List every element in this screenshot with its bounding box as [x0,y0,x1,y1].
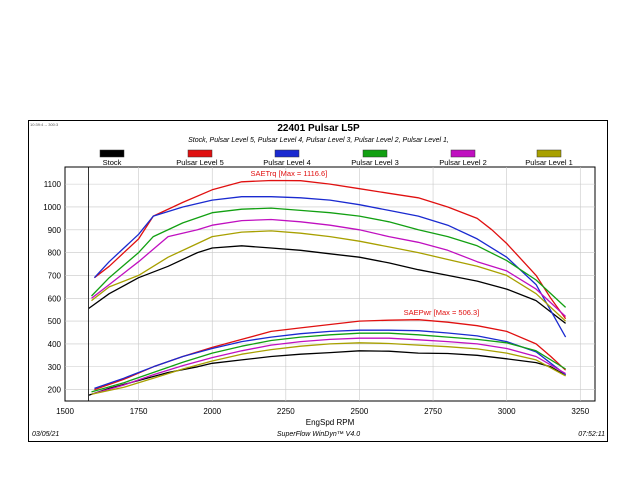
y-tick-label: 500 [48,317,62,326]
legend-label: Pulsar Level 5 [176,158,224,167]
legend-label: Pulsar Level 3 [351,158,399,167]
legend-swatch [187,149,213,158]
x-tick-label: 2000 [203,407,221,416]
legend-swatch [450,149,476,158]
y-tick-label: 900 [48,226,62,235]
series-line-power [91,342,566,395]
series-line-torque [91,207,567,308]
y-tick-label: 600 [48,294,62,303]
x-tick-label: 3250 [571,407,589,416]
legend: Stock Pulsar Level 5 Pulsar Level 4 Pulsar … [99,149,573,167]
series-line-power [91,332,566,393]
legend-label: Pulsar Level 2 [439,158,487,167]
annotations: SAETrq [Max = 1116.6] SAEPwr [Max = 506.3… [251,169,480,317]
series-layer [88,179,567,396]
footer-date: 03/05/21 [32,431,60,438]
series-line-power [88,350,566,396]
x-tick-label: 2500 [351,407,369,416]
series-line-torque [91,230,567,322]
legend-label: Pulsar Level 4 [263,158,311,167]
footer-time: 07:52:11 [578,431,605,438]
legend-swatch [274,149,300,158]
x-tick-label: 2750 [424,407,442,416]
x-tick-label: 2250 [277,407,295,416]
series-line-power [94,329,566,390]
legend-label: Pulsar Level 1 [525,158,573,167]
series-line-torque [94,179,567,320]
y-tick-label: 300 [48,363,62,372]
legend-label: Stock [103,158,122,167]
series-line-torque [93,196,567,338]
y-tick-label: 1100 [44,180,62,189]
y-tick-label: 800 [48,249,62,258]
series-line-torque [88,245,566,324]
axes: 200 300 400 500 600 700 800 900 1000 1100 1500 1750… [43,180,590,427]
y-tick-label: 1000 [43,203,61,212]
x-axis-label: EngSpd RPM [306,418,355,427]
chart-subtitle: Stock, Pulsar Level 5, Pulsar Level 4, P… [188,137,449,144]
corner-label: 10:39:4 -- 300:3 [30,122,59,127]
x-tick-label: 1750 [130,407,148,416]
chart-title: 22401 Pulsar L5P [277,123,360,134]
footer-app-name: SuperFlow WinDyn™ V4.0 [276,431,361,438]
y-tick-label: 400 [48,340,62,349]
legend-swatch [536,149,562,158]
y-tick-label: 700 [48,271,62,280]
x-tick-label: 1500 [56,407,74,416]
legend-swatch [99,149,125,158]
x-tick-label: 3000 [498,407,516,416]
plot-area [64,166,596,402]
series-line-power [91,337,566,395]
series-line-torque [91,218,567,317]
y-tick-label: 200 [48,386,62,395]
annotation-label: SAETrq [Max = 1116.6] [251,169,328,178]
legend-swatch [362,149,388,158]
annotation-label: SAEPwr [Max = 506.3] [404,308,480,317]
